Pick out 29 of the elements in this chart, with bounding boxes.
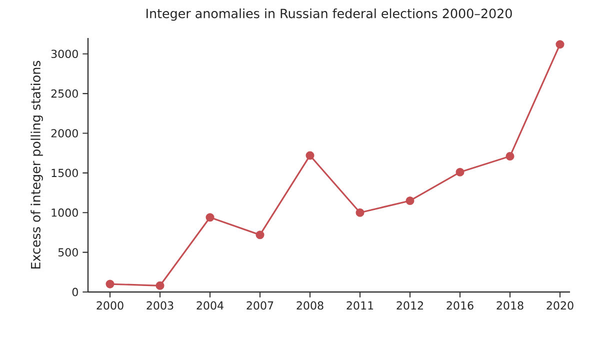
point: [106, 280, 114, 288]
y-axis-title: Excess of integer polling stations: [30, 60, 43, 269]
x-tick-label: 2004: [196, 301, 224, 310]
y-tick-label: 500: [58, 248, 78, 256]
x-tick-label: 2012: [396, 301, 423, 310]
x-tick-label: 2007: [246, 301, 274, 310]
x-tick-label: 2016: [446, 301, 474, 310]
point: [556, 40, 564, 49]
point: [406, 196, 414, 205]
point: [206, 213, 214, 222]
x-tick-label: 2003: [146, 301, 174, 310]
chart-title: Integer anomalies in Russian federal elections 2000–2020: [146, 8, 512, 21]
point: [256, 230, 264, 240]
point: [306, 151, 314, 160]
y-tick-label: 1500: [52, 168, 78, 178]
point: [156, 281, 164, 290]
point: [356, 208, 364, 217]
x-tick-label: 2011: [346, 301, 374, 310]
x-tick-label: 2008: [296, 301, 324, 310]
y-tick-label: 2500: [51, 89, 78, 98]
y-tick-label: 2000: [51, 129, 78, 138]
point: [456, 168, 464, 176]
x-tick-label: 2000: [96, 301, 124, 310]
point: [506, 152, 514, 161]
y-tick-label: 3000: [51, 50, 78, 58]
x-tick-label: 2018: [496, 301, 524, 310]
y-tick-label: 0: [72, 288, 78, 296]
y-tick-label: 1000: [52, 208, 78, 217]
x-tick-label: 2020: [546, 301, 574, 310]
